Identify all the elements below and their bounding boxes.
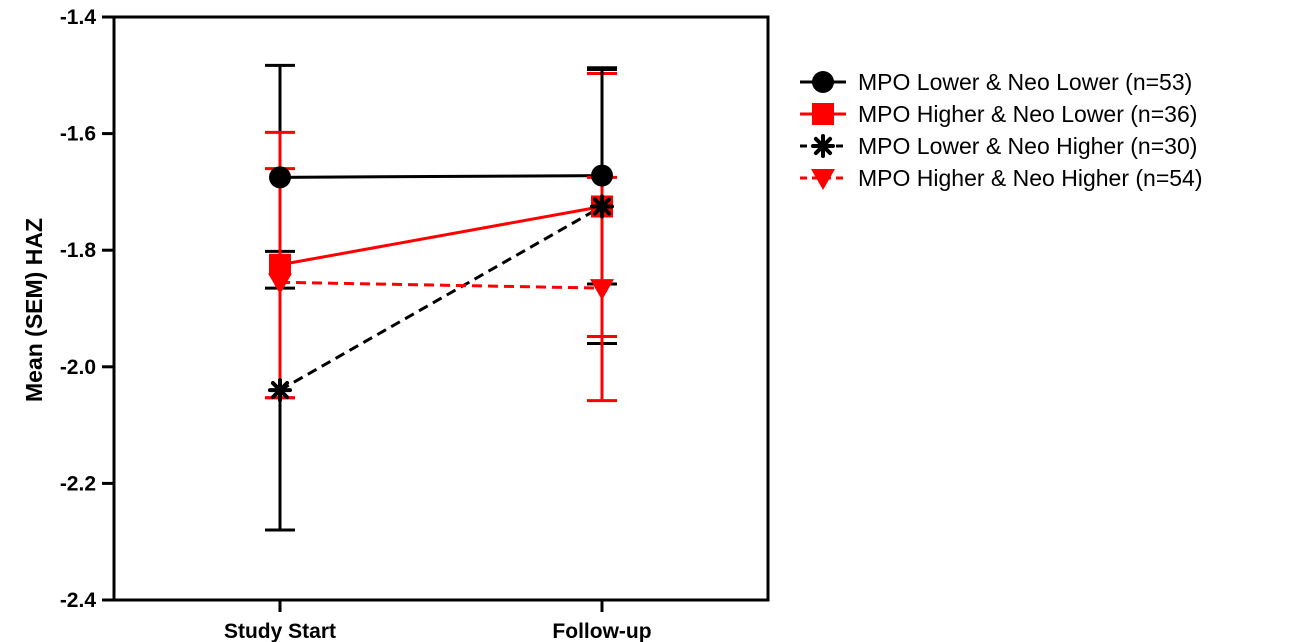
legend-marker-2: [811, 134, 835, 158]
legend-marker-1-shape: [812, 103, 834, 125]
data-point-1-0-shape: [269, 253, 291, 276]
legend-entry-2: MPO Lower & Neo Higher (n=30): [800, 133, 1197, 159]
data-point-3-0-shape: [268, 273, 292, 295]
series-line-2: [279, 205, 603, 392]
legend-marker-3: [811, 169, 835, 190]
y-tick-label-0: -1.4: [60, 6, 97, 29]
data-point-2-0: [268, 378, 292, 403]
legend-label-0: MPO Lower & Neo Lower (n=53): [858, 69, 1192, 95]
legend-entry-0: MPO Lower & Neo Lower (n=53): [800, 69, 1192, 95]
data-point-1-0: [269, 253, 291, 276]
series-line-3: [279, 280, 603, 290]
legend-marker-0: [812, 71, 834, 93]
y-tick-label-3: -2.0: [60, 356, 96, 379]
data-point-0-0: [269, 166, 291, 189]
series-line-0: [279, 174, 603, 179]
data-point-0-0-shape: [269, 166, 291, 189]
legend: MPO Lower & Neo Lower (n=53) MPO Higher &…: [800, 69, 1203, 191]
y-tick-label-2: -1.8: [60, 239, 97, 262]
y-tick-label-4: -2.2: [60, 472, 96, 495]
legend-marker-3-shape: [811, 169, 835, 190]
legend-label-1: MPO Higher & Neo Lower (n=36): [858, 101, 1197, 127]
series-line-1: [279, 204, 603, 267]
y-tick-label-1: -1.6: [60, 123, 96, 146]
data-point-3-1-shape: [590, 279, 614, 301]
plot-area: [265, 63, 617, 532]
data-point-3-0: [268, 273, 292, 295]
y-tick-label-5: -2.4: [60, 589, 97, 612]
legend-marker-2-stroke: [813, 136, 833, 156]
x-tick-label-1: Follow-up: [552, 620, 651, 642]
data-point-2-1-stroke: [592, 197, 612, 216]
data-point-2-0-stroke: [270, 381, 290, 400]
data-point-0-1: [591, 164, 613, 187]
data-point-3-1: [590, 279, 614, 301]
data-point-2-1: [590, 194, 614, 219]
legend-entry-1: MPO Higher & Neo Lower (n=36): [800, 101, 1197, 127]
legend-label-2: MPO Lower & Neo Higher (n=30): [858, 133, 1197, 159]
x-tick-label-0: Study Start: [224, 620, 336, 642]
y-axis-title: Mean (SEM) HAZ: [21, 218, 47, 402]
axes: -1.4 -1.6 -1.8 -2.0 -2.2 -2.4 Study Start Follo…: [60, 6, 770, 642]
plot-frame: [112, 15, 770, 602]
legend-label-3: MPO Higher & Neo Higher (n=54): [858, 165, 1203, 191]
legend-marker-0-shape: [812, 71, 834, 93]
legend-marker-1: [812, 103, 834, 125]
data-point-0-1-shape: [591, 164, 613, 187]
legend-entry-3: MPO Higher & Neo Higher (n=54): [800, 165, 1203, 191]
